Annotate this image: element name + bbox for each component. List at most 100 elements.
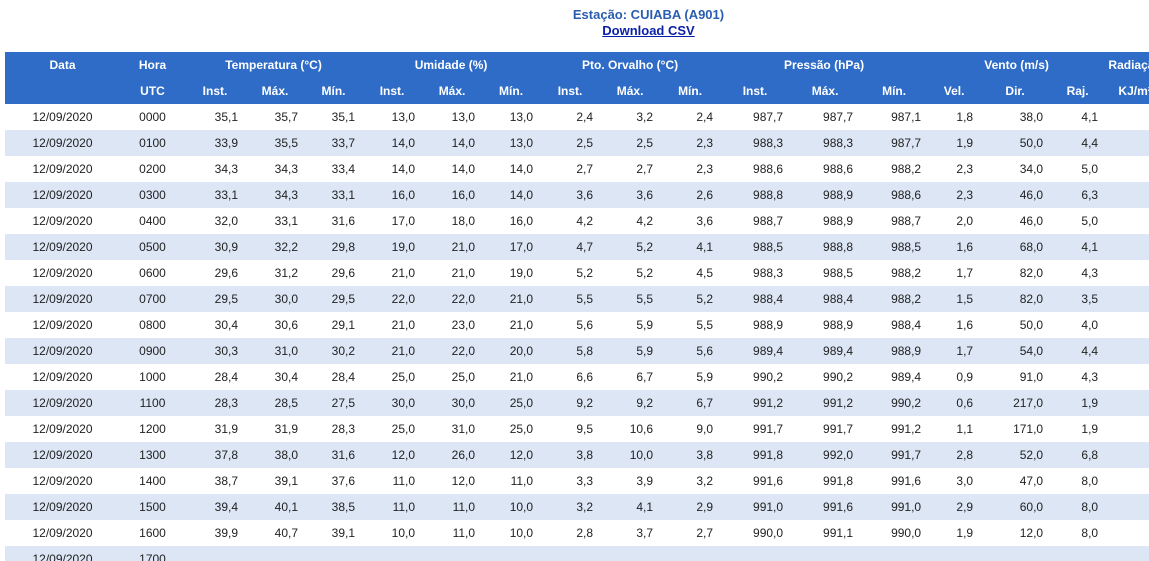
- table-row: 12/09/2020 1000 28,4 30,4 28,4 25,0 25,0 21,0 6,…: [5, 364, 1149, 390]
- group-header: Umidade (%): [362, 52, 541, 78]
- table-cell: 25,0: [482, 390, 541, 416]
- table-cell: 12,0: [1019, 526, 1044, 540]
- table-cell: [1105, 520, 1149, 546]
- table-cell: 989,4: [790, 338, 861, 364]
- table-cell: 6,7: [636, 370, 654, 384]
- table-cell: 38,7: [214, 474, 238, 488]
- table-cell: 30,6: [274, 318, 298, 332]
- sub-header: Mín.: [860, 78, 929, 104]
- table-cell: 33,4: [331, 162, 356, 176]
- table-cell: 8,0: [1050, 494, 1106, 520]
- table-cell: 22,0: [362, 286, 423, 312]
- table-cell: 4,5: [696, 266, 714, 280]
- table-cell: 31,6: [331, 214, 356, 228]
- table-cell: 0300: [120, 182, 185, 208]
- table-cell: 991,7: [823, 422, 854, 436]
- table-cell: 5,2: [660, 286, 721, 312]
- download-link[interactable]: Download CSV: [602, 23, 695, 38]
- table-cell: 990,0: [891, 526, 922, 540]
- table-cell: 21,0: [422, 234, 483, 260]
- table-cell: 34,3: [274, 162, 298, 176]
- table-cell: 9,2: [540, 390, 601, 416]
- table-cell: 23,0: [451, 318, 476, 332]
- table-cell: 1,9: [928, 130, 981, 156]
- table-cell: 12/09/2020: [32, 266, 93, 280]
- table-cell: [660, 546, 721, 561]
- table-cell: 989,4: [891, 370, 922, 384]
- table-cell: 4,3: [1081, 370, 1099, 384]
- table-cell: 40,7: [274, 526, 298, 540]
- station-title: Estação: CUIABA (A901): [572, 7, 725, 22]
- table-cell: 52,0: [980, 442, 1051, 468]
- table-cell: 31,9: [274, 422, 298, 436]
- header: Estação: CUIABA (A901) Download CSV: [0, 7, 1149, 40]
- table-cell: 68,0: [980, 234, 1051, 260]
- table-cell: 29,6: [331, 266, 356, 280]
- table-cell: 4,7: [540, 234, 601, 260]
- table-cell: 12/09/2020: [32, 162, 93, 176]
- group-header-row: Data Hora Temperatura (°C) Umidade (%) Pto. …: [5, 52, 1149, 78]
- table-cell: 10,0: [509, 526, 534, 540]
- table-body: 12/09/2020 0000 35,1 35,7 35,1 13,0 13,0 13,0 2,…: [5, 104, 1149, 561]
- table-cell: 987,7: [823, 110, 854, 124]
- table-cell: 12/09/2020: [32, 318, 93, 332]
- table-cell: 30,3: [185, 338, 245, 364]
- sub-header: Dir.: [980, 78, 1051, 104]
- group-header: Data: [5, 52, 120, 78]
- table-cell: [1105, 546, 1149, 561]
- sub-header-row: UTC Inst. Máx. Mín. Inst. Máx. Mín. Inst. Máx. Mí…: [5, 78, 1149, 104]
- table-cell: 3,3: [576, 474, 594, 488]
- table-cell: 28,5: [245, 390, 305, 416]
- table-cell: [860, 546, 929, 561]
- table-cell: [600, 546, 661, 561]
- table-cell: 1,8: [956, 110, 974, 124]
- table-cell: 988,8: [720, 182, 791, 208]
- table-cell: 12/09/2020: [5, 390, 120, 416]
- table-cell: 1000: [139, 370, 166, 384]
- table-cell: 46,0: [1019, 214, 1044, 228]
- table-cell: 2,8: [928, 442, 981, 468]
- table-cell: 987,1: [891, 110, 922, 124]
- table-cell: 47,0: [1019, 474, 1044, 488]
- table-row: 12/09/2020 1600 39,9 40,7 39,1 10,0 11,0 10,0 2,…: [5, 520, 1149, 546]
- table-cell: 1700: [120, 546, 185, 561]
- table-cell: 21,0: [482, 286, 541, 312]
- table-cell: [1105, 104, 1149, 130]
- table-cell: 35,1: [331, 110, 356, 124]
- table-cell: 11,0: [452, 526, 476, 540]
- table-cell: 4,3: [1081, 266, 1099, 280]
- table-cell: 2,7: [576, 162, 594, 176]
- table-head: Data Hora Temperatura (°C) Umidade (%) Pto. …: [5, 52, 1149, 104]
- table-cell: 988,4: [891, 318, 922, 332]
- table-cell: 38,0: [1019, 110, 1044, 124]
- table-cell: 21,0: [362, 338, 423, 364]
- table-cell: 990,2: [823, 370, 854, 384]
- header-cell: [5, 78, 120, 104]
- table-cell: 4,2: [636, 214, 654, 228]
- table-cell: 2,4: [696, 110, 714, 124]
- table-cell: 37,8: [185, 442, 245, 468]
- table-cell: 9,2: [600, 390, 661, 416]
- table-cell: 987,7: [860, 130, 929, 156]
- table-cell: 4,1: [600, 494, 661, 520]
- table-cell: 2,3: [928, 182, 981, 208]
- table-cell: 28,4: [331, 370, 356, 384]
- table-cell: 3,0: [956, 474, 974, 488]
- table-cell: 0100: [120, 130, 185, 156]
- table-cell: 1,9: [1050, 390, 1106, 416]
- sub-header: Máx.: [790, 78, 861, 104]
- table-cell: 17,0: [482, 234, 541, 260]
- table-row: 12/09/2020 0500 30,9 32,2 29,8 19,0 21,0 17,0 4,…: [5, 234, 1149, 260]
- table-cell: 5,5: [540, 286, 601, 312]
- table-cell: 1,6: [956, 318, 974, 332]
- table-cell: 25,0: [451, 370, 476, 384]
- table-row: 12/09/2020 0600 29,6 31,2 29,6 21,0 21,0 19,0 5,…: [5, 260, 1149, 286]
- table-cell: [1105, 442, 1149, 468]
- table-cell: 21,0: [509, 318, 534, 332]
- table-cell: 12/09/2020: [32, 214, 93, 228]
- table-cell: 5,0: [1081, 214, 1099, 228]
- table-cell: [1105, 468, 1149, 494]
- table-cell: 10,0: [391, 526, 416, 540]
- sub-header: Vel.: [928, 78, 981, 104]
- table-cell: 60,0: [980, 494, 1051, 520]
